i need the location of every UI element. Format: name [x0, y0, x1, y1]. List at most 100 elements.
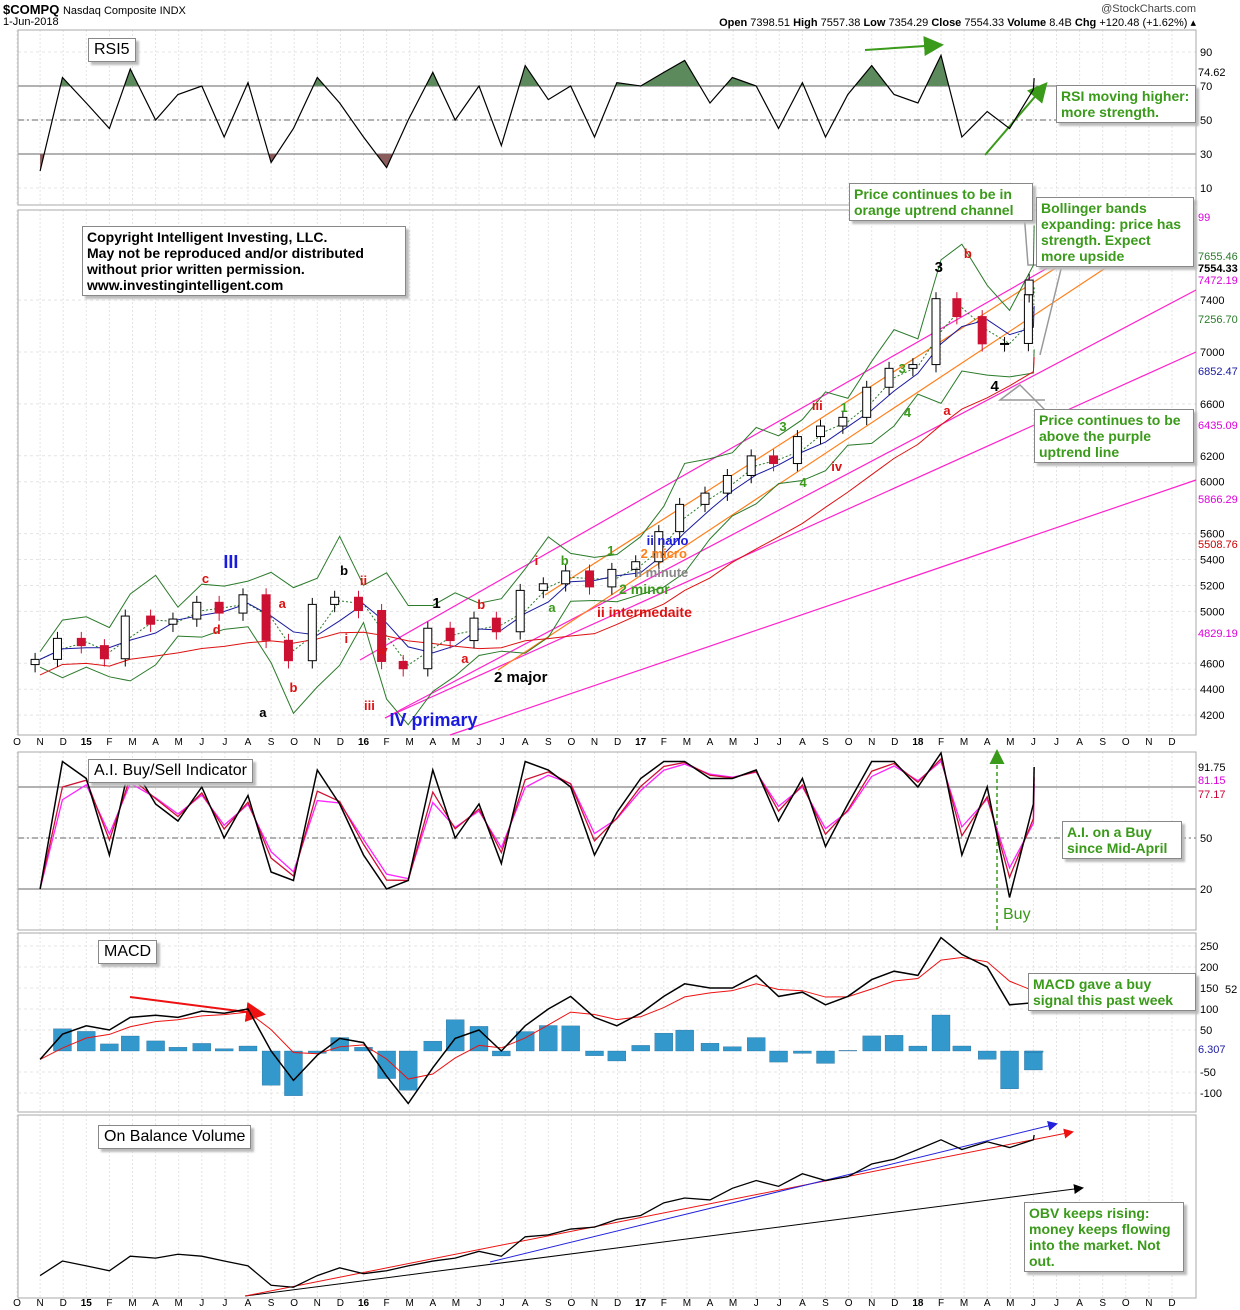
x-tick-label: O: [568, 1298, 576, 1309]
wave-label: 1: [432, 595, 440, 612]
x-tick-label: O: [290, 1298, 298, 1309]
tag-bb-lower: 7256.70: [1198, 314, 1238, 326]
x-tick-label: 16: [358, 737, 370, 748]
price-tick-label: 7400: [1200, 295, 1224, 307]
x-tick-label: M: [729, 737, 737, 748]
candle-up: [816, 425, 825, 438]
x-tick-label: M: [175, 737, 183, 748]
candle-down: [491, 617, 501, 633]
wave-label: ii: [360, 573, 367, 588]
wave-label: b: [561, 553, 569, 568]
x-tick-label: F: [938, 737, 944, 748]
wave-label: ii minute: [635, 565, 688, 580]
wave-label: ii nano: [647, 533, 689, 548]
x-tick-label: 17: [635, 1298, 647, 1309]
obv-line: [39, 1134, 1035, 1288]
macd-panel: [17, 932, 1197, 1113]
macd-histogram-bar: [423, 1040, 442, 1052]
x-tick-label: A: [984, 737, 991, 748]
x-tick-label: A: [152, 1298, 159, 1309]
macd-histogram-bar: [399, 1050, 418, 1091]
candle-up: [120, 615, 130, 660]
x-tick-label: O: [13, 737, 21, 748]
candle-down: [283, 639, 293, 662]
x-tick-label: N: [868, 1298, 875, 1309]
macd-histogram-bar: [884, 1035, 904, 1052]
macd-tick-label: -100: [1200, 1088, 1222, 1100]
x-tick-label: O: [845, 1298, 853, 1309]
x-tick-label: M: [406, 737, 414, 748]
x-tick-label: D: [614, 737, 621, 748]
x-tick-label: D: [337, 737, 344, 748]
obv-panel-title: On Balance Volume: [98, 1125, 252, 1149]
macd-histogram-bar: [238, 1045, 258, 1052]
tag-bb-upper: 7655.46: [1198, 251, 1238, 263]
candle-up: [746, 455, 756, 476]
purple-uptrend-lower: [449, 479, 1197, 736]
x-tick-label: F: [106, 737, 112, 748]
x-tick-label: O: [845, 737, 853, 748]
x-tick-label: M: [452, 1298, 460, 1309]
x-tick-label: N: [868, 737, 875, 748]
candle-down: [354, 596, 363, 611]
x-tick-label: N: [591, 1298, 598, 1309]
ai-tick-label: 20: [1200, 884, 1212, 896]
x-tick-label: 18: [912, 737, 924, 748]
macd-histogram-bar: [261, 1050, 281, 1086]
wave-label: b: [289, 680, 297, 695]
candle-down: [377, 609, 387, 662]
price-panel: [17, 209, 1197, 736]
x-tick-label: F: [384, 737, 390, 748]
rsi-tick-label: 30: [1200, 149, 1212, 161]
wave-label: 2 major: [494, 669, 548, 686]
wave-label: b: [477, 597, 485, 612]
macd-line: [39, 936, 1035, 1105]
macd-histogram-bar: [631, 1045, 650, 1052]
ai-panel: [17, 751, 1197, 931]
x-tick-label: M: [406, 1298, 414, 1309]
candle-up: [469, 617, 479, 642]
tag-purple-low2: 4829.19: [1198, 628, 1238, 640]
ai-panel-title: A.I. Buy/Sell Indicator: [88, 759, 253, 783]
annotation-macd-buy: MACD gave a buy signal this past week: [1028, 973, 1196, 1011]
wave-label: 2 minor: [619, 581, 670, 597]
x-tick-label: A: [522, 737, 529, 748]
x-tick-label: 17: [635, 737, 647, 748]
obv-red-trend: [244, 1128, 1074, 1297]
ai-main-line: [39, 751, 1035, 898]
wave-label: i: [345, 631, 349, 646]
candle-up: [1000, 342, 1010, 345]
x-tick-label: S: [822, 1298, 829, 1309]
macd-histogram-bar: [215, 1048, 234, 1052]
x-tick-label: N: [1145, 737, 1152, 748]
x-tick-label: O: [1122, 737, 1130, 748]
tag-top: 99: [1198, 212, 1210, 224]
macd-tick-label: 200: [1200, 962, 1218, 974]
x-tick-label: A: [152, 737, 159, 748]
wave-label: 4: [904, 405, 912, 420]
buy-label: Buy: [1003, 906, 1031, 923]
ohlc-summary: Open 7398.51 High 7557.38 Low 7354.29 Cl…: [719, 17, 1196, 29]
x-tick-label: M: [683, 1298, 691, 1309]
candle-up: [631, 561, 641, 570]
candle-up: [515, 589, 525, 633]
candle-up: [884, 367, 894, 388]
wave-label: IV primary: [390, 710, 478, 730]
orange-channel-lower: [497, 264, 1111, 671]
wave-label: i: [535, 553, 539, 568]
candle-down: [146, 615, 156, 625]
macd-histogram-bar: [978, 1050, 997, 1060]
candle-up: [538, 583, 548, 591]
axes: O O N N D D 15 15 F F M M A A M M J J J J A A S S O O N N D D 16 16 F F M M…: [13, 47, 1224, 1309]
macd-histogram-bar: [1024, 1050, 1044, 1053]
x-tick-label: O: [1122, 1298, 1130, 1309]
candle-up: [561, 570, 571, 585]
x-tick-label: D: [60, 737, 67, 748]
high-value: 7557.38: [820, 17, 861, 29]
symbol-name: Nasdaq Composite INDX: [62, 5, 186, 17]
macd-histogram-bar: [100, 1043, 119, 1052]
x-tick-label: J: [1031, 737, 1036, 748]
candle-up: [307, 603, 317, 662]
x-tick-label: D: [1168, 737, 1175, 748]
